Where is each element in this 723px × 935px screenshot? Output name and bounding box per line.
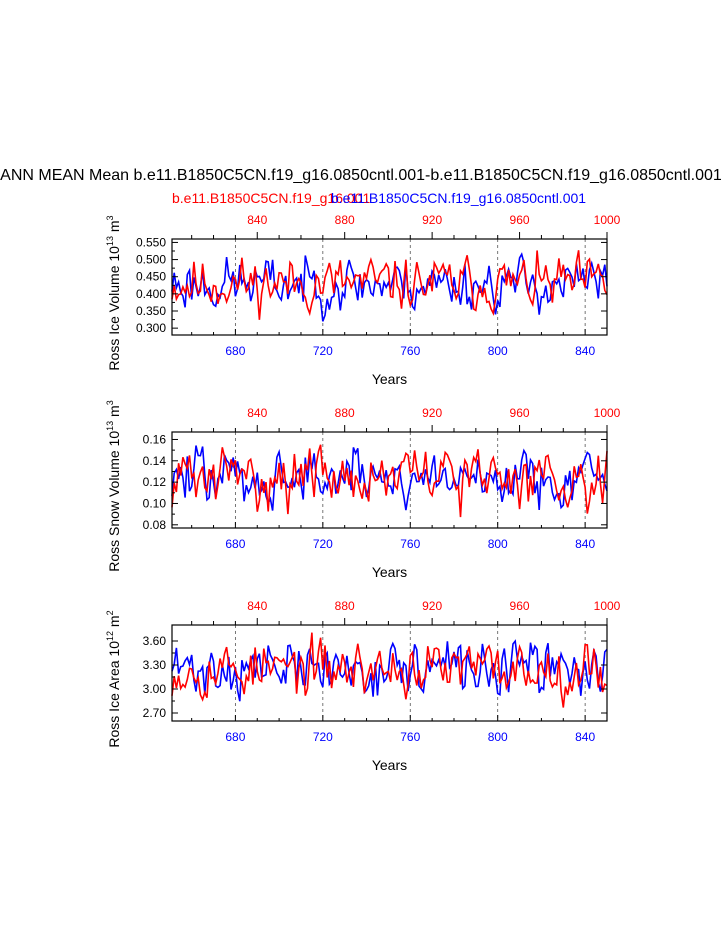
x-tick-label-top: 880 bbox=[335, 213, 355, 227]
x-tick-label-bottom: 760 bbox=[400, 730, 420, 744]
panel-1: 0.300 0.350 0.400 0.450 0.500 0.550 680 720 760 8… bbox=[105, 213, 621, 387]
y-tick-label: 0.550 bbox=[136, 235, 166, 249]
x-tick-label-top: 1000 bbox=[594, 599, 621, 613]
plot-frame bbox=[171, 238, 608, 336]
x-tick-label-bottom: 800 bbox=[488, 344, 508, 358]
y-tick-label: 0.300 bbox=[136, 321, 166, 335]
series-a-line bbox=[171, 444, 608, 518]
x-tick-label-top: 960 bbox=[510, 406, 530, 420]
x-tick-label-top: 960 bbox=[510, 213, 530, 227]
legend-series-a: b.e11.B1850C5CN.f19_g16.001 bbox=[172, 190, 370, 206]
plot-frame bbox=[171, 431, 608, 529]
series-b-line bbox=[171, 445, 608, 511]
y-tick-label: 0.08 bbox=[143, 518, 167, 532]
y-tick-label: 0.500 bbox=[136, 253, 166, 267]
y-tick-label: 0.450 bbox=[136, 270, 166, 284]
x-tick-label-top: 840 bbox=[247, 406, 267, 420]
x-tick-label-top: 880 bbox=[335, 599, 355, 613]
y-tick-label: 0.16 bbox=[143, 432, 167, 446]
y-tick-label: 0.10 bbox=[143, 496, 167, 510]
figure-title: ANN MEAN Mean b.e11.B1850C5CN.f19_g16.08… bbox=[0, 167, 722, 184]
x-tick-label-bottom: 680 bbox=[225, 537, 245, 551]
x-tick-label-top: 840 bbox=[247, 599, 267, 613]
series-b-line bbox=[171, 639, 608, 702]
y-axis-label: Ross Snow Volume 1013 m3 bbox=[105, 400, 122, 571]
y-axis-label: Ross Ice Area 1012 m2 bbox=[105, 610, 122, 747]
x-tick-label-top: 1000 bbox=[594, 213, 621, 227]
y-tick-label: 3.30 bbox=[143, 658, 167, 672]
series-a-line bbox=[171, 250, 608, 320]
x-tick-label-bottom: 840 bbox=[575, 344, 595, 358]
y-tick-label: 3.60 bbox=[143, 634, 167, 648]
series-a-line bbox=[171, 632, 608, 708]
x-tick-label-bottom: 840 bbox=[575, 537, 595, 551]
y-tick-label: 0.14 bbox=[143, 454, 167, 468]
y-tick-label: 0.350 bbox=[136, 304, 166, 318]
x-tick-label-bottom: 760 bbox=[400, 344, 420, 358]
x-tick-label-bottom: 720 bbox=[313, 537, 333, 551]
panel-2: 0.08 0.10 0.12 0.14 0.16 680 720 760 800 840 840 88… bbox=[105, 400, 621, 580]
x-tick-label-top: 840 bbox=[247, 213, 267, 227]
x-tick-label-bottom: 800 bbox=[488, 730, 508, 744]
x-tick-label-bottom: 720 bbox=[313, 344, 333, 358]
x-axis-label: Years bbox=[372, 564, 407, 580]
y-tick-label: 0.400 bbox=[136, 287, 166, 301]
x-tick-label-top: 920 bbox=[422, 213, 442, 227]
x-tick-label-top: 960 bbox=[510, 599, 530, 613]
x-tick-label-top: 880 bbox=[335, 406, 355, 420]
y-axis-label: Ross Ice Volume 1013 m3 bbox=[105, 215, 122, 370]
x-tick-label-bottom: 680 bbox=[225, 730, 245, 744]
x-tick-label-bottom: 840 bbox=[575, 730, 595, 744]
x-axis-label: Years bbox=[372, 757, 407, 773]
plot-frame bbox=[171, 624, 608, 722]
y-tick-label: 3.00 bbox=[143, 682, 167, 696]
x-tick-label-top: 920 bbox=[422, 406, 442, 420]
x-tick-label-bottom: 680 bbox=[225, 344, 245, 358]
x-tick-label-bottom: 800 bbox=[488, 537, 508, 551]
x-tick-label-top: 920 bbox=[422, 599, 442, 613]
panels: 0.300 0.350 0.400 0.450 0.500 0.550 680 720 760 8… bbox=[105, 213, 621, 773]
x-axis-label: Years bbox=[372, 371, 407, 387]
x-tick-label-bottom: 760 bbox=[400, 537, 420, 551]
legend-series-b: b.e11.B1850C5CN.f19_g16.0850cntl.001 bbox=[331, 190, 586, 206]
x-tick-label-top: 1000 bbox=[594, 406, 621, 420]
y-tick-label: 0.12 bbox=[143, 475, 167, 489]
y-tick-label: 2.70 bbox=[143, 706, 167, 720]
panel-3: 2.70 3.00 3.30 3.60 680 720 760 800 840 840 880 920… bbox=[105, 599, 621, 773]
x-tick-label-bottom: 720 bbox=[313, 730, 333, 744]
